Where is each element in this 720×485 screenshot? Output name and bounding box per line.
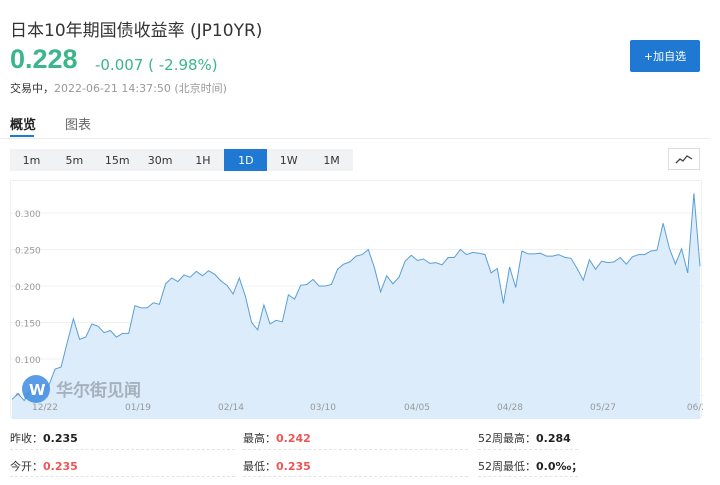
tab-overview[interactable]: 概览: [10, 118, 37, 133]
divider: [243, 476, 468, 477]
x-tick-label: 02/14: [218, 403, 244, 413]
chart-svg: 0.3000.2500.2000.1500.1000.05012/2201/19…: [11, 193, 707, 419]
period-1m[interactable]: 1m: [22, 153, 41, 167]
y-tick-label: 0.100: [15, 356, 41, 366]
timestamp: 2022-06-21 14:37:50 (北京时间): [54, 82, 227, 95]
stat-52w-high: 52周最高：0.284: [478, 432, 571, 445]
x-tick-label: 01/19: [125, 403, 151, 413]
x-tick-label: 12/22: [32, 403, 58, 413]
price-line: [11, 193, 701, 402]
divider: [478, 476, 578, 477]
stat-open: 今开：0.235: [10, 460, 78, 473]
period-1d[interactable]: 1D: [224, 149, 268, 171]
watermark-logo-letter: W: [29, 381, 46, 399]
watermark-logo-icon: [22, 375, 50, 403]
current-price: 0.228: [10, 44, 78, 74]
period-1w[interactable]: 1W: [279, 153, 298, 167]
x-tick-label: 06/2: [687, 403, 703, 413]
period-selector: 1m 5m 15m 30m 1H 1D 1W 1M: [10, 149, 353, 171]
area-fill: [12, 193, 700, 419]
add-watchlist-button[interactable]: +加自选: [630, 40, 700, 72]
x-tick-label: 03/10: [310, 403, 336, 413]
instrument-title: 日本10年期国债收益率 (JP10YR): [10, 21, 263, 41]
status-label: 交易中，: [10, 82, 54, 95]
price-chart: 0.3000.2500.2000.1500.1000.05012/2201/19…: [10, 180, 707, 419]
divider: [243, 449, 468, 450]
y-tick-label: 0.200: [15, 283, 41, 293]
trading-status: 交易中，2022-06-21 14:37:50 (北京时间): [10, 80, 227, 96]
divider: [478, 449, 578, 450]
divider: [10, 449, 235, 450]
period-1h[interactable]: 1H: [195, 153, 211, 167]
period-1mo[interactable]: 1M: [323, 153, 340, 167]
period-15m[interactable]: 15m: [104, 153, 130, 167]
tab-chart[interactable]: 图表: [65, 118, 92, 133]
x-tick-label: 05/27: [590, 403, 616, 413]
divider: [10, 476, 235, 477]
divider: [0, 138, 710, 139]
stat-52w-low: 52周最低：0.0‰；: [478, 460, 583, 473]
period-30m[interactable]: 30m: [147, 153, 173, 167]
x-tick-label: 04/28: [497, 403, 523, 413]
x-tick-label: 04/05: [404, 403, 430, 413]
chart-type-button[interactable]: [668, 148, 700, 170]
stat-high: 最高：0.242: [243, 432, 311, 445]
y-tick-label: 0.300: [15, 210, 41, 220]
stat-prev-close: 昨收：0.235: [10, 432, 78, 445]
price-change: -0.007 ( -2.98%): [95, 56, 218, 74]
y-tick-label: 0.250: [15, 247, 41, 257]
y-tick-label: 0.150: [15, 320, 41, 330]
watermark-text: 华尔街见闻: [56, 380, 141, 401]
active-tab-indicator: [10, 135, 34, 137]
stat-low: 最低：0.235: [243, 460, 311, 473]
line-chart-icon: [675, 155, 693, 164]
period-5m[interactable]: 5m: [65, 153, 84, 167]
